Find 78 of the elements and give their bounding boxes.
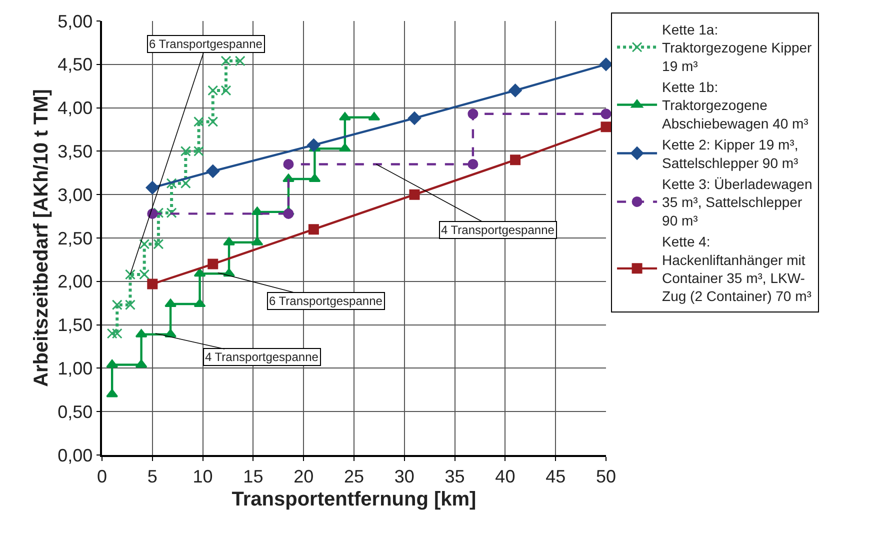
legend-label: Kette 2: Kipper 19 m³, Sattelschlepper 90 m³ <box>662 136 799 171</box>
x-tick-label: 5 <box>147 466 158 486</box>
point <box>146 181 159 194</box>
x-tick-label: 25 <box>344 466 364 486</box>
y-tick-label: 0,00 <box>58 445 93 466</box>
x-tick-label: 45 <box>546 466 566 486</box>
legend-label: Kette 4: Hackenliftanhänger mit Container 35 m³, LKW-Zug (2 Container) 70 m³ <box>662 234 812 304</box>
y-tick-label: 2,00 <box>58 272 93 292</box>
point <box>307 138 320 152</box>
x-tick-label: 20 <box>294 466 314 486</box>
point <box>208 116 218 127</box>
y-axis-title: Arbeitszeitbedarf [AKh/10 t TM] <box>30 89 53 387</box>
point <box>166 208 177 218</box>
x-tick-label: 35 <box>444 466 465 486</box>
point <box>139 269 150 280</box>
point <box>468 158 478 170</box>
y-tick-label: 1,00 <box>58 358 93 378</box>
x-tick-label: 15 <box>243 466 264 486</box>
point <box>180 146 191 156</box>
point <box>408 112 422 125</box>
point <box>164 298 176 307</box>
point <box>283 158 294 170</box>
y-tick-label: 3,50 <box>58 142 93 162</box>
point <box>153 208 164 218</box>
point <box>206 164 220 178</box>
point <box>468 108 478 120</box>
y-tick-label: 0,50 <box>58 402 93 422</box>
annotation: 6 Transportgespanne <box>149 37 263 51</box>
point <box>194 268 206 277</box>
x-tick-label: 10 <box>192 466 213 486</box>
point <box>220 85 232 96</box>
x-axis-title: Transportentfernung [km] <box>232 488 476 510</box>
point <box>600 108 612 120</box>
point <box>153 238 164 250</box>
x-tick-label: 30 <box>394 466 414 486</box>
point <box>308 224 319 235</box>
point <box>208 85 218 96</box>
legend-label: Kette 1b: Traktorgezogene Abschiebewagen 40 m³ <box>662 78 809 132</box>
point <box>112 300 122 310</box>
x-tick-label: 0 <box>96 466 108 486</box>
point <box>283 208 294 219</box>
point <box>600 122 612 132</box>
legend-label: Kette 3: Überladewagen 35 m³, Sattelschlepper 90 m³ <box>662 176 812 228</box>
annotation: 4 Transportgespanne <box>441 223 555 237</box>
point <box>338 143 351 152</box>
y-tick-label: 5,00 <box>58 11 93 32</box>
point <box>164 329 176 338</box>
point <box>220 56 232 66</box>
point <box>194 116 204 127</box>
point <box>508 84 522 98</box>
point <box>124 300 136 310</box>
y-tick-label: 1,50 <box>58 315 93 336</box>
point <box>135 359 148 368</box>
point <box>166 178 177 189</box>
y-tick-label: 2,50 <box>58 228 93 248</box>
y-tick-label: 4,00 <box>58 98 93 118</box>
legend-label: Kette 1a: Traktorgezogene Kipper 19 m³ <box>662 21 812 74</box>
annotation: 4 Transportgespanne <box>205 350 319 364</box>
point <box>147 208 158 219</box>
point <box>106 328 118 339</box>
point <box>208 258 218 270</box>
point <box>599 58 613 71</box>
point <box>194 146 204 156</box>
x-tick-label: 40 <box>495 466 516 486</box>
point <box>223 237 235 246</box>
y-tick-label: 3,00 <box>58 184 93 205</box>
point <box>106 359 118 368</box>
annotation: 6 Transportgespanne <box>269 294 383 308</box>
x-tick-label: 50 <box>596 466 616 486</box>
point <box>139 238 150 250</box>
y-tick-label: 4,50 <box>58 54 93 75</box>
point <box>112 328 122 339</box>
point <box>147 278 158 290</box>
point <box>409 189 420 200</box>
point <box>124 269 136 280</box>
point <box>510 154 521 166</box>
point <box>234 56 246 66</box>
point <box>106 388 118 398</box>
